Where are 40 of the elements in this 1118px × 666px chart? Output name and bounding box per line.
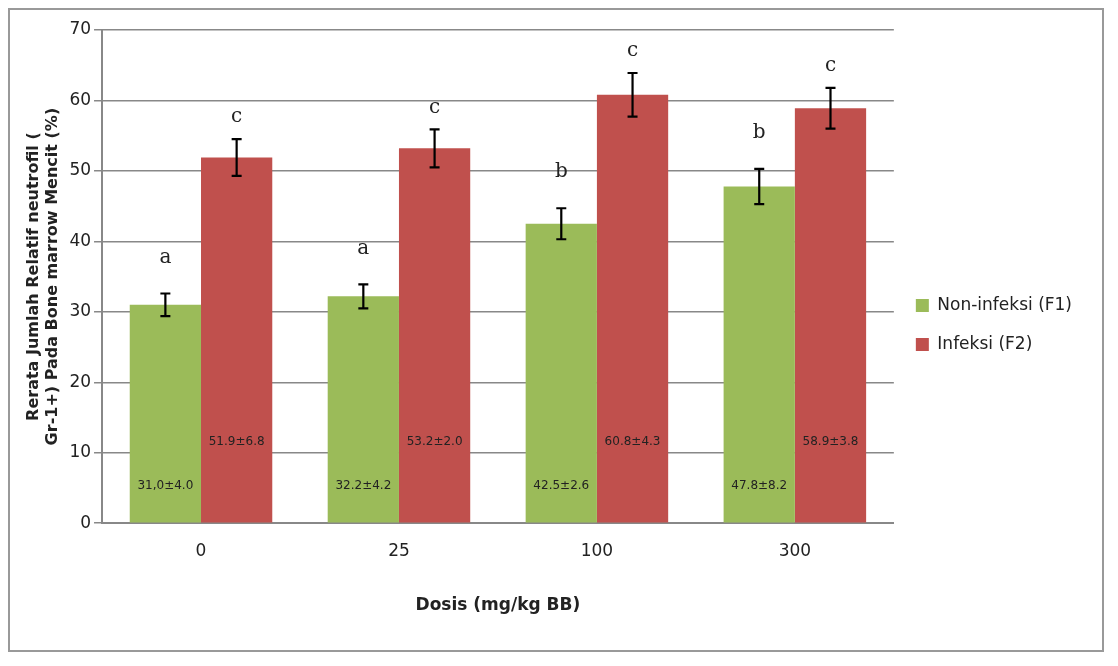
bar	[201, 157, 273, 523]
bar	[794, 108, 867, 523]
data-label: 51.9±6.8	[208, 434, 265, 449]
data-label: 58.9±3.8	[802, 434, 859, 449]
legend-label: Non-infeksi (F1)	[937, 293, 1072, 314]
y-tick-label: 70	[69, 18, 92, 39]
legend-label: Infeksi (F2)	[937, 332, 1033, 353]
x-tick-label: 100	[580, 539, 614, 560]
annotation: c	[824, 51, 837, 76]
data-label: 31,0±4.0	[137, 478, 194, 493]
annotation: b	[752, 119, 766, 143]
x-tick-label: 25	[388, 539, 410, 560]
y-tick-label: 0	[80, 511, 92, 532]
bar	[398, 148, 471, 523]
data-label: 53.2±2.0	[406, 434, 463, 449]
data-label: 47.8±8.2	[731, 478, 788, 493]
y-axis-title: Rerata Jumlah Relatif neutrofil ( Gr-1+) Pada Bone marrow Mencit (%)	[22, 107, 61, 446]
annotation: c	[428, 93, 441, 118]
annotation: c	[231, 103, 243, 128]
data-label: 60.8±4.3	[604, 434, 661, 449]
bar	[129, 304, 202, 523]
annotation: c	[626, 37, 639, 62]
bar	[596, 94, 669, 523]
bar	[525, 223, 597, 523]
y-tick-label: 30	[69, 300, 92, 321]
y-tick-label: 10	[69, 441, 92, 462]
bar	[723, 186, 795, 523]
annotation: a	[357, 234, 370, 259]
y-tick-label: 60	[69, 88, 92, 109]
x-tick-label: 0	[195, 539, 207, 560]
bar	[327, 296, 399, 523]
annotation: b	[554, 158, 568, 183]
y-tick-label: 20	[69, 370, 92, 391]
data-label: 42.5±2.6	[533, 478, 590, 493]
annotation: a	[159, 243, 172, 268]
data-label: 32.2±4.2	[335, 478, 392, 493]
y-tick-label: 50	[69, 159, 92, 180]
x-tick-label: 300	[778, 539, 812, 560]
y-tick-label: 40	[69, 229, 92, 250]
x-axis-title: Dosis (mg/kg BB)	[415, 594, 581, 615]
